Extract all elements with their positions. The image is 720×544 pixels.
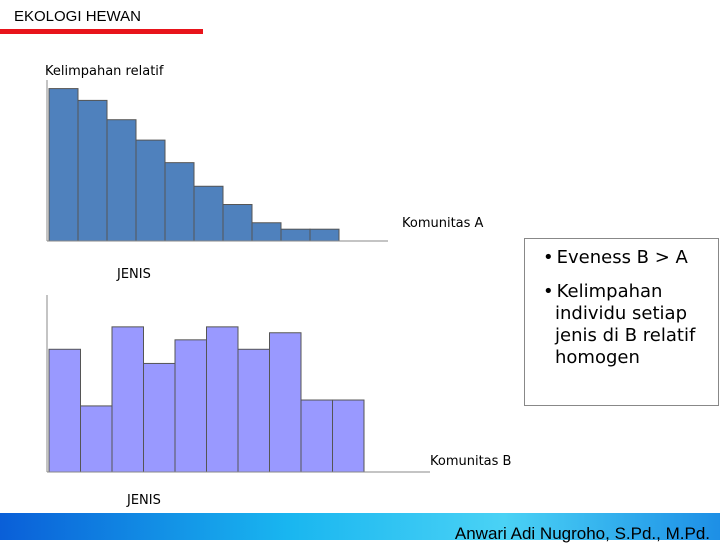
footer-text: Anwari Adi Nugroho, S.Pd., M.Pd. [454, 524, 710, 543]
bar [251, 222, 282, 242]
bar [48, 348, 81, 473]
annotation: Komunitas B [430, 454, 511, 469]
footer-bar: Anwari Adi Nugroho, S.Pd., M.Pd. [0, 513, 720, 543]
bar [143, 362, 176, 473]
bar [300, 399, 333, 473]
bar [269, 332, 302, 473]
slide-title: EKOLOGI HEWAN [14, 8, 141, 25]
bar [106, 119, 137, 242]
x-axis-label: JENIS [116, 267, 151, 282]
text-box: Eveness B > A Kelimpahan individu setiap… [524, 238, 719, 406]
bar [80, 405, 113, 473]
y-axis-label: Kelimpahan relatif [45, 64, 164, 79]
bar [280, 228, 311, 242]
bar [174, 339, 207, 473]
bar [237, 348, 270, 473]
bar [48, 88, 79, 242]
title-underline [0, 29, 203, 34]
bullet: Eveness B > A [535, 247, 712, 269]
bar [332, 399, 365, 473]
bar [77, 99, 108, 242]
annotation: Komunitas A [402, 216, 484, 231]
bar [164, 162, 195, 242]
bar [206, 326, 239, 473]
x-axis-label: JENIS [126, 493, 161, 508]
bar [222, 204, 253, 242]
bullet: Kelimpahan individu setiap jenis di B re… [535, 281, 712, 369]
bar [135, 139, 166, 242]
bar [309, 228, 340, 242]
bar [111, 326, 144, 473]
bar [193, 185, 224, 242]
